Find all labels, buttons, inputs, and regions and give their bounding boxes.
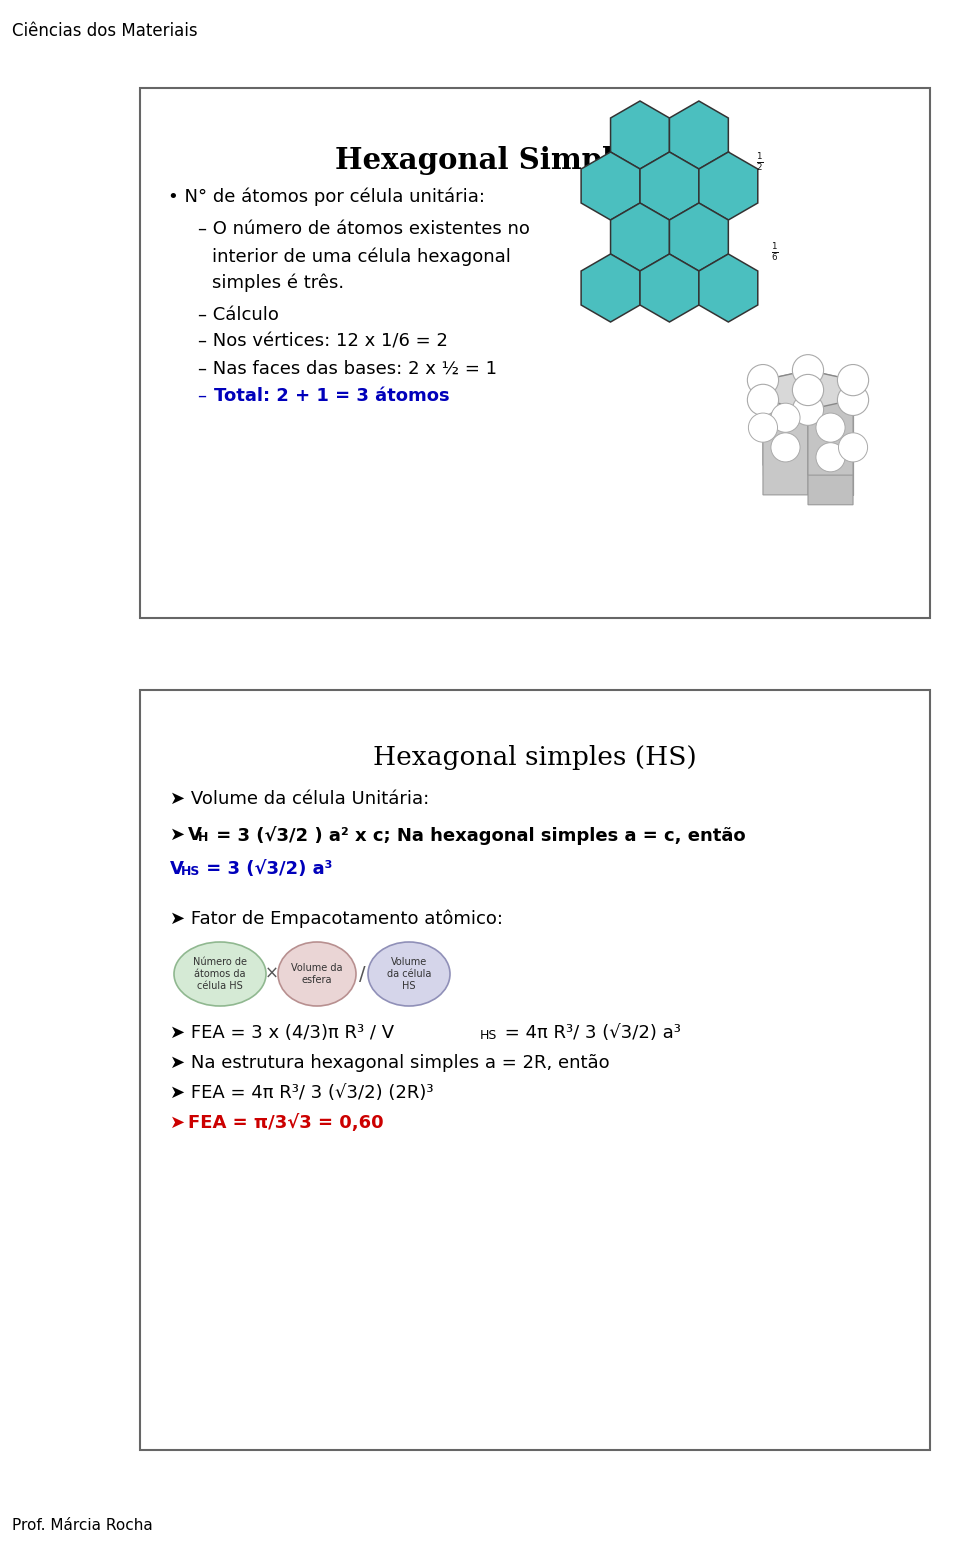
Polygon shape	[640, 152, 699, 220]
Circle shape	[816, 413, 845, 442]
Text: – Cálculo: – Cálculo	[198, 306, 278, 325]
Text: simples é três.: simples é três.	[212, 274, 344, 292]
Polygon shape	[763, 400, 808, 495]
Text: ➤ Fator de Empacotamento atômico:: ➤ Fator de Empacotamento atômico:	[170, 911, 503, 929]
Text: –: –	[198, 386, 213, 405]
Polygon shape	[808, 369, 853, 475]
Polygon shape	[669, 203, 729, 271]
Circle shape	[816, 442, 845, 472]
Text: $\frac{1}{2}$: $\frac{1}{2}$	[756, 152, 764, 173]
Text: Hexagonal Simples (HS): Hexagonal Simples (HS)	[335, 145, 734, 175]
Text: ➤ Na estrutura hexagonal simples a = 2R, então: ➤ Na estrutura hexagonal simples a = 2R,…	[170, 1054, 610, 1071]
Text: ➤: ➤	[170, 1115, 191, 1132]
Text: V: V	[188, 826, 202, 844]
Text: FEA = π/3√3 = 0,60: FEA = π/3√3 = 0,60	[188, 1115, 384, 1132]
Ellipse shape	[278, 942, 356, 1006]
Ellipse shape	[174, 942, 266, 1006]
Text: Número de
átomos da
célula HS: Número de átomos da célula HS	[193, 957, 247, 991]
Text: HS: HS	[181, 866, 201, 878]
Text: interior de uma célula hexagonal: interior de uma célula hexagonal	[212, 247, 511, 266]
Circle shape	[838, 433, 868, 462]
Text: ➤ Volume da célula Unitária:: ➤ Volume da célula Unitária:	[170, 790, 429, 809]
Polygon shape	[669, 100, 729, 169]
FancyBboxPatch shape	[140, 690, 930, 1450]
Text: /: /	[359, 965, 366, 983]
Polygon shape	[808, 400, 853, 504]
Polygon shape	[763, 369, 853, 410]
Text: Ciências dos Materiais: Ciências dos Materiais	[12, 22, 198, 40]
Polygon shape	[611, 100, 669, 169]
Text: Prof. Márcia Rocha: Prof. Márcia Rocha	[12, 1518, 153, 1534]
Text: – Nos vértices: 12 x 1/6 = 2: – Nos vértices: 12 x 1/6 = 2	[198, 332, 448, 351]
Circle shape	[771, 404, 800, 433]
Polygon shape	[699, 254, 757, 322]
FancyBboxPatch shape	[140, 88, 930, 618]
Text: • N° de átomos por célula unitária:: • N° de átomos por célula unitária:	[168, 189, 485, 207]
Text: – O número de átomos existentes no: – O número de átomos existentes no	[198, 220, 530, 238]
Text: = 3 (√3/2) a³: = 3 (√3/2) a³	[200, 860, 332, 878]
Circle shape	[748, 365, 779, 396]
Text: Volume
da célula
HS: Volume da célula HS	[387, 957, 431, 991]
Text: = 3 (√3/2 ) a² x c; Na hexagonal simples a = c, então: = 3 (√3/2 ) a² x c; Na hexagonal simples…	[210, 826, 746, 846]
Circle shape	[837, 385, 869, 416]
Text: ➤ FEA = 3 x (4/3)π R³ / V: ➤ FEA = 3 x (4/3)π R³ / V	[170, 1023, 395, 1042]
Text: = 4π R³/ 3 (√3/2) a³: = 4π R³/ 3 (√3/2) a³	[499, 1023, 681, 1042]
Circle shape	[792, 354, 824, 386]
Circle shape	[771, 433, 800, 462]
Polygon shape	[763, 369, 808, 465]
Polygon shape	[699, 152, 757, 220]
Text: V: V	[170, 860, 184, 878]
Circle shape	[792, 394, 824, 425]
Polygon shape	[581, 254, 640, 322]
Text: ×: ×	[265, 965, 279, 983]
Text: ➤ FEA = 4π R³/ 3 (√3/2) (2R)³: ➤ FEA = 4π R³/ 3 (√3/2) (2R)³	[170, 1084, 434, 1102]
Polygon shape	[640, 254, 699, 322]
Circle shape	[748, 385, 779, 416]
Text: H: H	[198, 832, 208, 844]
Text: Hexagonal simples (HS): Hexagonal simples (HS)	[373, 745, 697, 770]
Circle shape	[837, 365, 869, 396]
Text: $\frac{1}{6}$: $\frac{1}{6}$	[771, 241, 779, 263]
Text: Total: 2 + 1 = 3 átomos: Total: 2 + 1 = 3 átomos	[214, 386, 449, 405]
Circle shape	[792, 374, 824, 405]
Ellipse shape	[368, 942, 450, 1006]
Text: Volume da
esfera: Volume da esfera	[291, 963, 343, 985]
Polygon shape	[611, 203, 669, 271]
Text: ➤: ➤	[170, 826, 191, 844]
Circle shape	[749, 413, 778, 442]
Polygon shape	[581, 152, 640, 220]
Text: – Nas faces das bases: 2 x ½ = 1: – Nas faces das bases: 2 x ½ = 1	[198, 360, 497, 379]
Text: HS: HS	[480, 1030, 497, 1042]
